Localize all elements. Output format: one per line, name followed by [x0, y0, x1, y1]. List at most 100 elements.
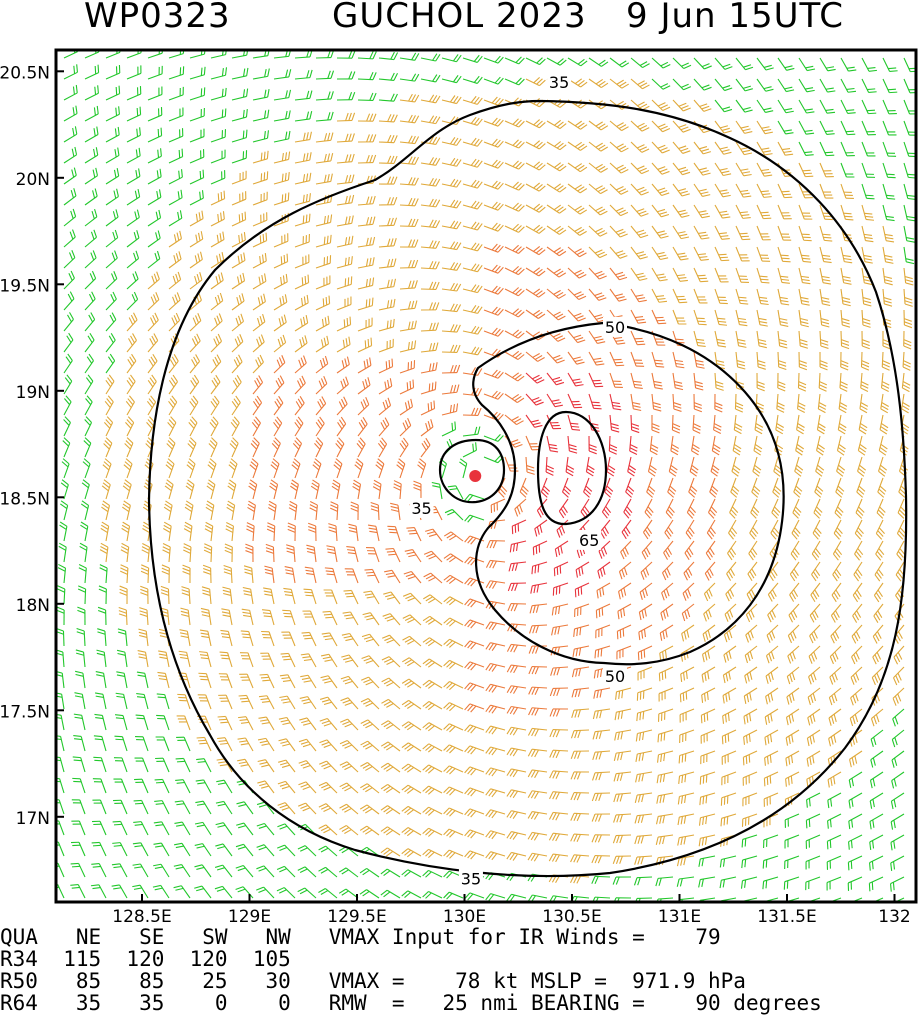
wind-barb [432, 483, 442, 499]
wind-barb [729, 520, 737, 539]
wind-barb [549, 854, 568, 862]
wind-barb [53, 735, 64, 751]
wind-barb [253, 151, 268, 163]
wind-barb [337, 154, 354, 163]
wind-barb [465, 662, 484, 670]
wind-barb [120, 586, 127, 604]
wind-barb [572, 667, 589, 677]
wind-barb [753, 457, 761, 476]
wind-barb [271, 459, 279, 478]
wind-barb [820, 289, 830, 306]
wind-barb [442, 200, 461, 208]
wind-barb [883, 163, 896, 178]
wind-barb [169, 313, 180, 331]
wind-barb [92, 842, 106, 856]
lat-tick-label: 20N [16, 170, 50, 190]
wind-barb [194, 886, 211, 898]
wind-barb [52, 778, 64, 793]
wind-barb [236, 844, 253, 856]
wind-barb [227, 501, 235, 520]
wind-barb [385, 549, 400, 562]
wind-barb [290, 480, 298, 499]
wind-barb [421, 323, 438, 331]
wind-barb [897, 520, 905, 539]
wind-barb [631, 394, 641, 411]
wind-barb [465, 767, 484, 775]
wind-barb [324, 590, 337, 604]
wind-barb [652, 226, 669, 238]
wind-barb [442, 403, 458, 415]
wind-barb [400, 340, 416, 352]
wind-barb [594, 688, 610, 699]
wind-barb [180, 630, 190, 646]
wind-barb [903, 352, 911, 370]
wind-barb [400, 260, 418, 268]
lon-tick-label: 130E [443, 907, 486, 924]
wind-barb [610, 247, 627, 258]
wind-barb [283, 588, 295, 604]
wind-barb [274, 376, 284, 394]
wind-barb [797, 415, 805, 434]
wind-barb [881, 394, 889, 413]
wind-barb [402, 849, 421, 857]
wind-barb [148, 45, 163, 58]
wind-barb [883, 289, 892, 306]
wind-barb [877, 499, 885, 518]
wind-barb [891, 793, 904, 809]
wind-barb [196, 759, 211, 772]
wind-barb [809, 667, 820, 684]
wind-barb [757, 331, 767, 348]
wind-barb [700, 772, 715, 785]
wind-barb [232, 89, 248, 100]
wind-barb [219, 674, 232, 688]
wind-barb [631, 163, 649, 174]
wind-barb [176, 737, 190, 751]
wind-barb [848, 856, 862, 870]
wind-barb [852, 646, 862, 664]
wind-barb [345, 569, 358, 583]
wind-barb [463, 222, 482, 230]
wind-barb [778, 100, 794, 113]
wind-barb [268, 501, 276, 520]
wind-barb [771, 520, 779, 539]
wind-barb [316, 275, 330, 289]
wind-barb [278, 803, 295, 814]
wind-barb [253, 192, 267, 205]
wind-barb [100, 543, 108, 562]
lon-tick-label: 131E [658, 907, 701, 924]
wind-barb [379, 378, 392, 394]
wind-barb [187, 459, 195, 478]
wind-barb [715, 79, 732, 91]
wind-barb [664, 541, 673, 560]
wind-barb [120, 565, 128, 583]
wind-barb [78, 586, 85, 604]
wind-barb [274, 315, 286, 331]
wind-barb [694, 226, 709, 239]
wind-barb [357, 438, 365, 457]
wind-barb [680, 709, 694, 723]
wind-barb [127, 86, 141, 100]
wind-barb [820, 268, 831, 284]
wind-barb [682, 625, 694, 641]
wind-barb [379, 319, 394, 331]
wind-barb [799, 58, 815, 71]
wind-barb [84, 438, 91, 457]
wind-barb [658, 730, 673, 742]
wind-barb [812, 541, 820, 560]
wind-barb [850, 751, 862, 767]
wind-barb [267, 523, 275, 541]
wind-barb [211, 211, 224, 226]
wind-barb [832, 583, 841, 602]
wind-barb [526, 436, 540, 450]
wind-barb [694, 58, 712, 69]
wind-barb [550, 688, 568, 696]
wind-barb [465, 557, 484, 565]
wind-barb [694, 205, 710, 218]
wind-barb [274, 355, 285, 373]
wind-barb [85, 188, 97, 205]
wind-barb [576, 562, 589, 578]
wind-barb [552, 604, 568, 615]
wind-barb [862, 289, 871, 306]
wind-barb [638, 646, 652, 660]
wind-barb [631, 268, 647, 280]
